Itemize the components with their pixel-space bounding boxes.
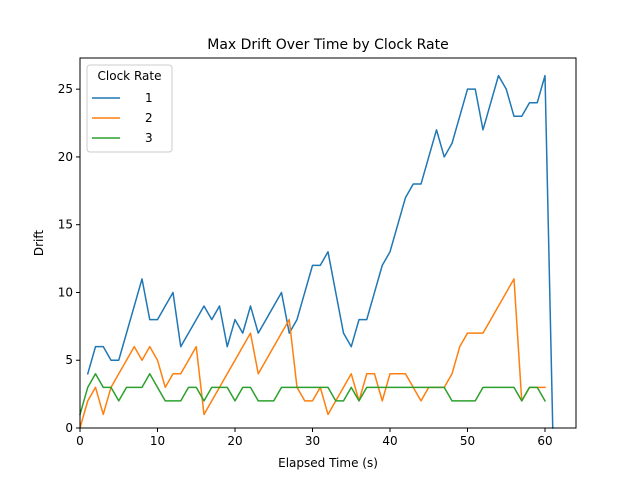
legend: Clock Rate 1 2 3 <box>86 64 173 153</box>
x-axis-ticks: 0 10 20 30 40 50 60 <box>76 428 553 448</box>
x-tick-label: 40 <box>382 434 397 448</box>
chart-title: Max Drift Over Time by Clock Rate <box>207 37 449 53</box>
x-tick-label: 10 <box>150 434 165 448</box>
series-layer <box>79 74 554 429</box>
legend-label-2: 2 <box>145 111 153 125</box>
y-tick-label: 20 <box>58 150 73 164</box>
x-tick-label: 0 <box>76 434 84 448</box>
series-line-2 <box>79 278 546 429</box>
y-axis-label: Drift <box>32 230 46 257</box>
x-tick-label: 50 <box>460 434 475 448</box>
legend-box <box>86 64 173 153</box>
legend-label-1: 1 <box>145 91 153 105</box>
y-tick-label: 0 <box>65 421 73 435</box>
y-tick-label: 5 <box>65 353 73 367</box>
legend-label-3: 3 <box>145 131 153 145</box>
x-tick-label: 60 <box>537 434 552 448</box>
y-tick-label: 15 <box>58 218 73 232</box>
legend-title: Clock Rate <box>98 69 162 83</box>
y-axis-ticks: 0 5 10 15 20 25 <box>58 82 80 435</box>
x-tick-label: 20 <box>227 434 242 448</box>
series-line-1 <box>86 74 554 429</box>
plot-frame <box>79 57 577 429</box>
series-line-3 <box>79 373 547 416</box>
y-tick-label: 25 <box>58 82 73 96</box>
y-tick-label: 10 <box>58 285 73 299</box>
x-tick-label: 30 <box>305 434 320 448</box>
x-axis-label: Elapsed Time (s) <box>278 456 378 470</box>
